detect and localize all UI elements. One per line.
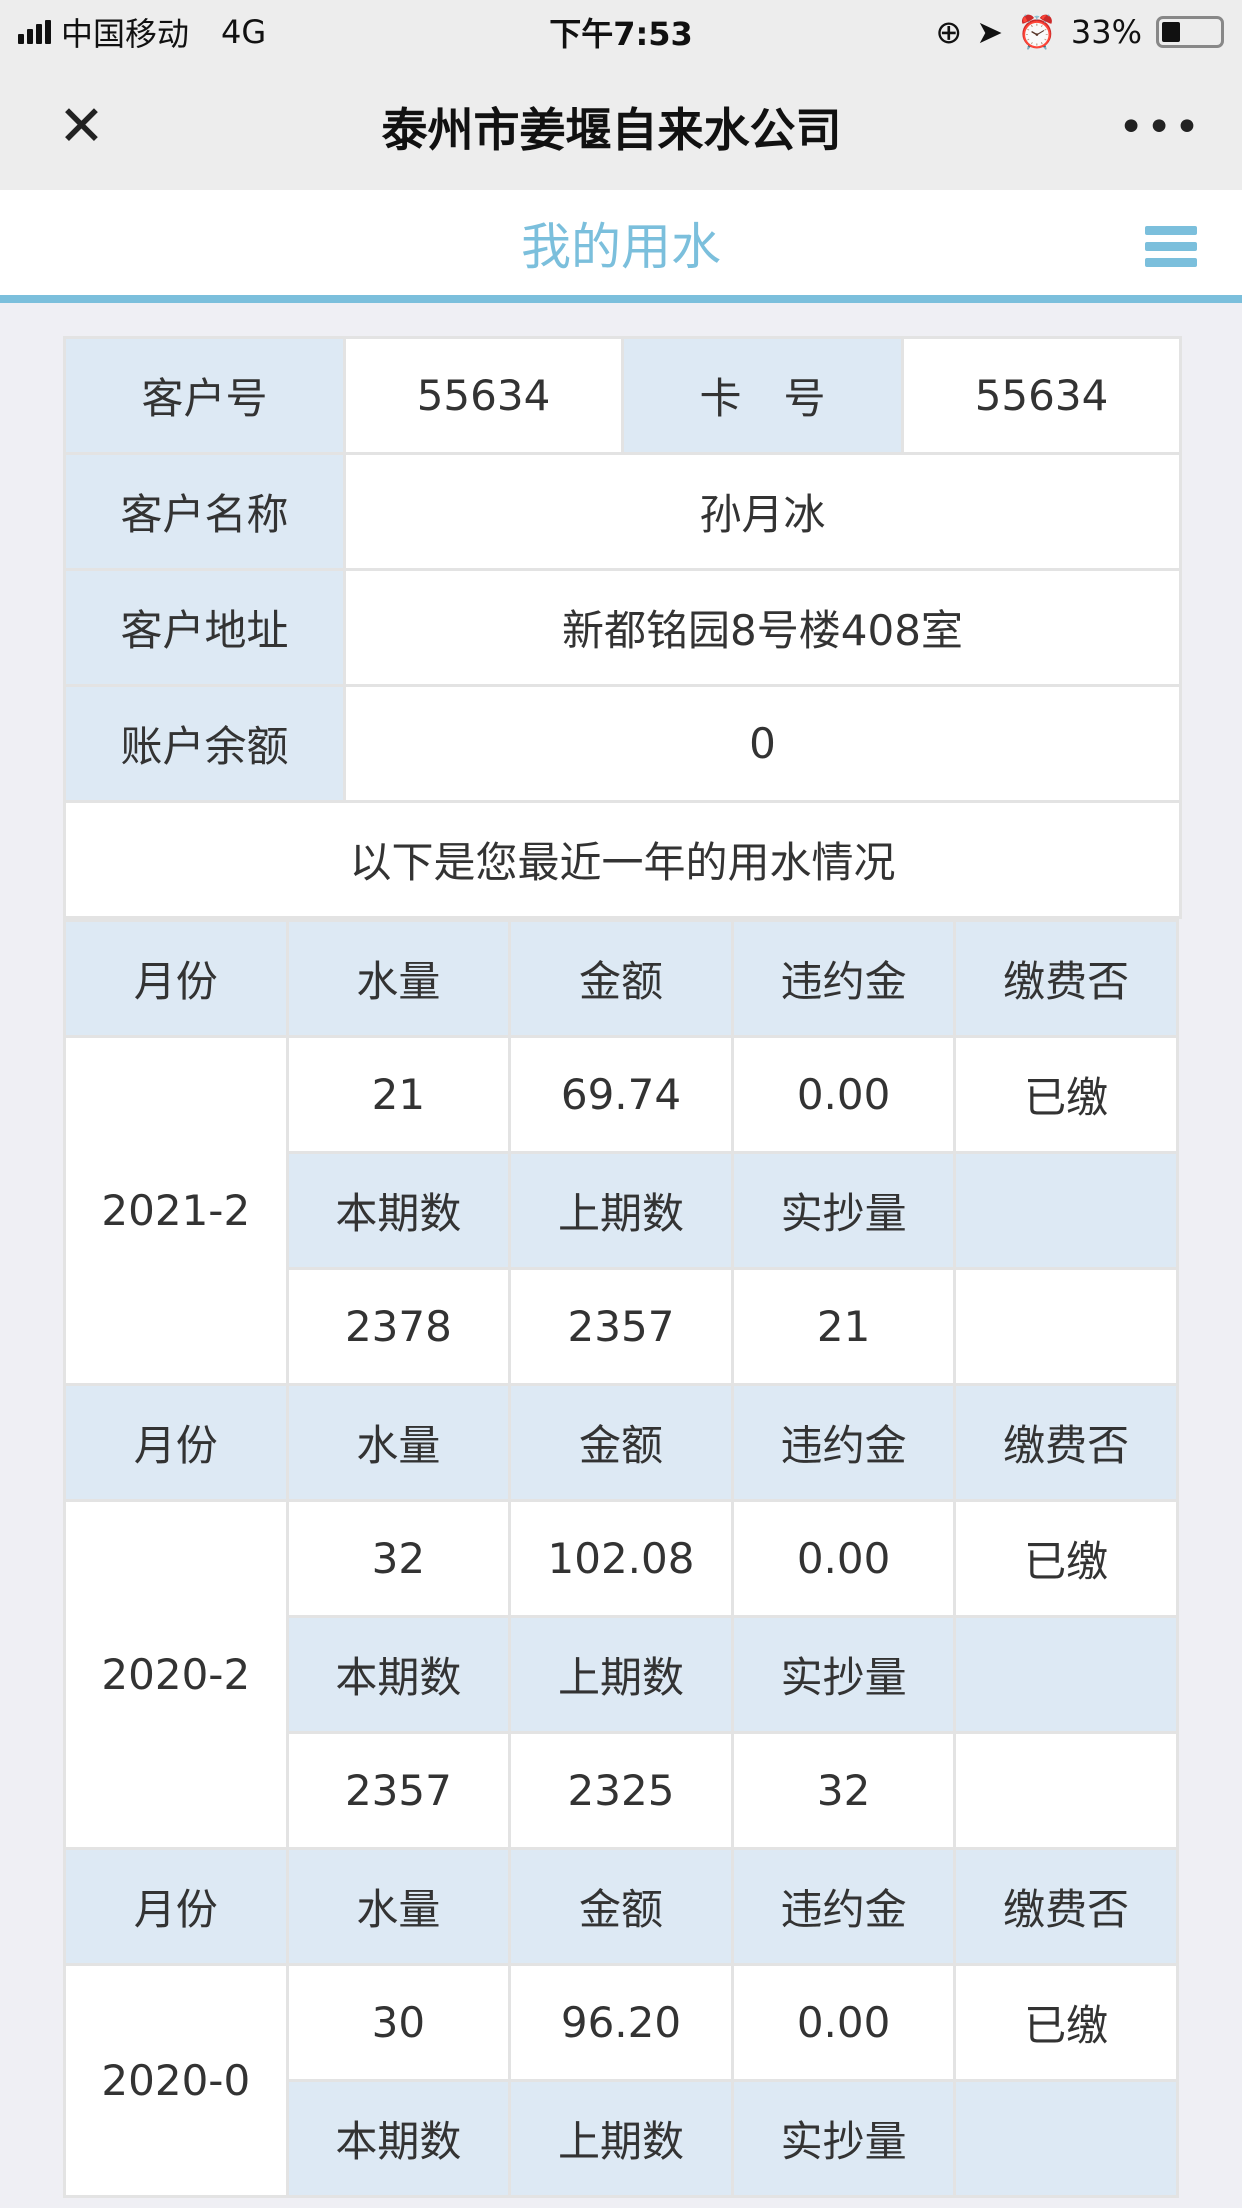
- sub-column-header: 上期数: [508, 2079, 734, 2198]
- close-icon[interactable]: ✕: [58, 94, 105, 159]
- account-info-table: 客户号 55634 卡 号 55634 客户名称 孙月冰 客户地址 新都铭园8号…: [63, 336, 1182, 919]
- table-row: 月份 水量 金额 违约金 缴费否: [63, 919, 1179, 1038]
- record-volume: 21: [285, 1035, 512, 1154]
- record-paid: 已缴: [953, 1963, 1179, 2082]
- record-volume: 30: [285, 1963, 512, 2082]
- column-header-paid: 缴费否: [953, 1847, 1179, 1966]
- nav-title: 泰州市姜堰自来水公司: [381, 103, 842, 157]
- record-month: 2021-2: [63, 1035, 289, 1386]
- sub-column-header: 本期数: [285, 2079, 512, 2198]
- table-row: 客户地址 新都铭园8号楼408室: [63, 568, 1182, 687]
- column-header-volume: 水量: [285, 919, 512, 1038]
- empty-cell: [953, 1615, 1179, 1734]
- column-header-month: 月份: [63, 1383, 289, 1502]
- column-header-paid: 缴费否: [953, 1383, 1179, 1502]
- battery-percent: 33%: [1070, 13, 1142, 51]
- table-row: 2021-2 21 69.74 0.00 已缴: [63, 1035, 1179, 1386]
- more-icon[interactable]: •••: [1118, 101, 1202, 153]
- sub-column-header: 实抄量: [730, 1151, 957, 1270]
- table-row: 月份 水量 金额 违约金 缴费否: [63, 1847, 1179, 1966]
- empty-cell: [953, 1731, 1179, 1850]
- record-month: 2020-0: [63, 1963, 289, 2198]
- table-row: 本期数 上期数 实抄量: [65, 1151, 1179, 1270]
- record-penalty: 0.00: [730, 1035, 957, 1154]
- table-row: 本期数 上期数 实抄量: [65, 2079, 1179, 2198]
- carrier: 中国移动: [61, 15, 190, 53]
- record-previous: 2325: [508, 1731, 734, 1850]
- empty-cell: [953, 1151, 1179, 1270]
- sub-column-header: 上期数: [508, 1615, 734, 1734]
- sub-column-header: 本期数: [285, 1615, 512, 1734]
- table-row: 2020-0 30 96.20 0.00 已缴: [63, 1963, 1179, 2198]
- card-no-label: 卡 号: [621, 336, 904, 455]
- alarm-icon: ⏰: [1017, 13, 1057, 51]
- record-penalty: 0.00: [730, 1963, 957, 2082]
- column-header-month: 月份: [63, 919, 289, 1038]
- customer-no-label: 客户号: [63, 336, 346, 455]
- page-header: 我的用水: [0, 190, 1242, 303]
- empty-cell: [953, 2079, 1179, 2198]
- table-row: 2020-2 32 102.08 0.00 已缴: [63, 1499, 1179, 1850]
- signal-icon: [18, 20, 51, 44]
- balance-label: 账户余额: [63, 684, 346, 803]
- record-paid: 已缴: [953, 1499, 1179, 1618]
- record-amount: 102.08: [508, 1499, 734, 1618]
- usage-table: 月份 水量 金额 违约金 缴费否 2021-2 21 69.74 0.00 已缴 本期数 上期数 实抄量…: [63, 919, 1179, 2198]
- column-header-penalty: 违约金: [730, 1383, 957, 1502]
- table-row: 月份 水量 金额 违约金 缴费否: [63, 1383, 1179, 1502]
- address-label: 客户地址: [63, 568, 346, 687]
- table-row: 账户余额 0: [63, 684, 1182, 803]
- column-header-paid: 缴费否: [953, 919, 1179, 1038]
- column-header-penalty: 违约金: [730, 1847, 957, 1966]
- sub-column-header: 上期数: [508, 1151, 734, 1270]
- record-actual: 21: [730, 1267, 957, 1386]
- table-row: 客户名称 孙月冰: [63, 452, 1182, 571]
- record-current: 2357: [285, 1731, 512, 1850]
- record-current: 2378: [285, 1267, 512, 1386]
- table-row: 本期数 上期数 实抄量: [65, 1615, 1179, 1734]
- column-header-volume: 水量: [285, 1847, 512, 1966]
- table-row: 客户号 55634 卡 号 55634: [63, 336, 1182, 455]
- hamburger-menu-icon[interactable]: [1145, 226, 1197, 274]
- page-title: 我的用水: [521, 217, 721, 276]
- column-header-month: 月份: [63, 1847, 289, 1966]
- record-month: 2020-2: [63, 1499, 289, 1850]
- table-row: 2357 2325 32: [65, 1731, 1179, 1850]
- location-icon: ➤: [976, 13, 1004, 51]
- record-previous: 2357: [508, 1267, 734, 1386]
- record-amount: 69.74: [508, 1035, 734, 1154]
- empty-cell: [953, 1267, 1179, 1386]
- status-bar: 中国移动 4G 下午7:53 ⊕ ➤ ⏰ 33%: [0, 0, 1242, 64]
- name-label: 客户名称: [63, 452, 346, 571]
- card-no: 55634: [901, 336, 1182, 455]
- record-penalty: 0.00: [730, 1499, 957, 1618]
- sub-column-header: 实抄量: [730, 1615, 957, 1734]
- record-volume: 32: [285, 1499, 512, 1618]
- customer-no: 55634: [343, 336, 624, 455]
- account-balance: 0: [343, 684, 1182, 803]
- customer-address: 新都铭园8号楼408室: [343, 568, 1182, 687]
- nav-bar: ✕ 泰州市姜堰自来水公司 •••: [0, 64, 1242, 190]
- customer-name: 孙月冰: [343, 452, 1182, 571]
- column-header-volume: 水量: [285, 1383, 512, 1502]
- sub-column-header: 本期数: [285, 1151, 512, 1270]
- table-row: 以下是您最近一年的用水情况: [63, 800, 1182, 919]
- rotation-lock-icon: ⊕: [935, 13, 963, 51]
- record-actual: 32: [730, 1731, 957, 1850]
- column-header-amount: 金额: [508, 919, 734, 1038]
- usage-title: 以下是您最近一年的用水情况: [63, 800, 1182, 919]
- record-amount: 96.20: [508, 1963, 734, 2082]
- table-row: 2378 2357 21: [65, 1267, 1179, 1386]
- column-header-amount: 金额: [508, 1383, 734, 1502]
- record-paid: 已缴: [953, 1035, 1179, 1154]
- sub-column-header: 实抄量: [730, 2079, 957, 2198]
- column-header-amount: 金额: [508, 1847, 734, 1966]
- network: 4G: [221, 13, 267, 51]
- battery-icon: [1156, 16, 1224, 48]
- column-header-penalty: 违约金: [730, 919, 957, 1038]
